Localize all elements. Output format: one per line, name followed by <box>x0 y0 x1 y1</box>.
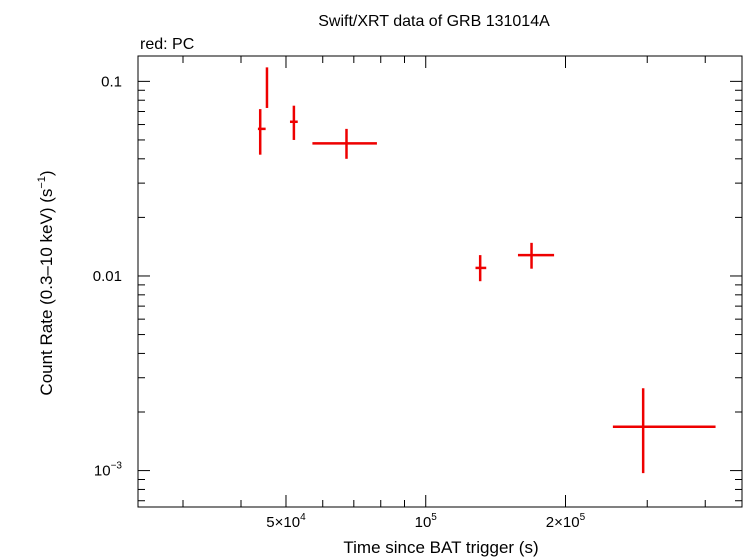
y-axis-ticks <box>138 80 742 502</box>
y-tick-label: 0.01 <box>93 268 122 285</box>
chart-subtitle: red: PC <box>140 36 194 53</box>
data-point <box>265 67 269 108</box>
data-point <box>612 388 716 474</box>
plot-frame <box>137 55 743 508</box>
y-tick-label: 0.1 <box>101 73 122 90</box>
y-axis-label: Count Rate (0.3–10 keV) (s−1) <box>36 170 56 395</box>
x-axis-ticks <box>182 56 706 507</box>
x-tick-label: 5×104 <box>266 512 306 531</box>
data-point <box>312 128 377 159</box>
y-axis-tick-labels: 0.1 0.01 10−3 <box>93 73 123 479</box>
data-point <box>517 242 555 269</box>
data-point <box>289 105 298 140</box>
chart-title: Swift/XRT data of GRB 131014A <box>318 13 550 30</box>
y-tick-label: 10−3 <box>94 461 123 480</box>
data-point <box>475 255 487 282</box>
data-point <box>257 109 266 155</box>
x-tick-label: 105 <box>415 512 438 531</box>
pc-data-series <box>257 67 716 474</box>
x-axis-label: Time since BAT trigger (s) <box>343 538 538 557</box>
x-axis-tick-labels: 5×104 105 2×105 <box>266 512 585 531</box>
x-tick-label: 2×105 <box>546 512 586 531</box>
